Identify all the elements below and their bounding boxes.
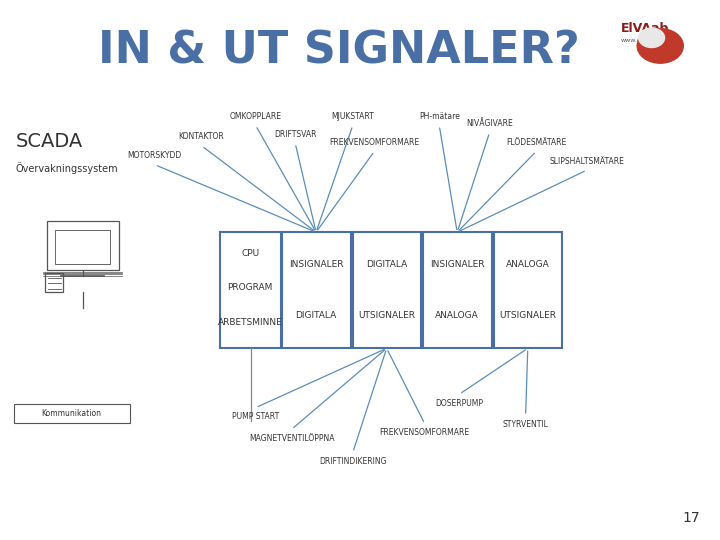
Text: MOTORSKYDD: MOTORSKYDD	[127, 151, 182, 160]
Text: DOSERPUMP: DOSERPUMP	[436, 399, 483, 408]
Text: Övervakningssystem: Övervakningssystem	[16, 162, 119, 174]
Text: FREKVENSOMFORMARE: FREKVENSOMFORMARE	[379, 428, 470, 437]
FancyBboxPatch shape	[47, 221, 119, 271]
FancyBboxPatch shape	[282, 232, 351, 348]
Text: DIGITALA: DIGITALA	[366, 260, 408, 269]
Text: ARBETSMINNE: ARBETSMINNE	[218, 318, 282, 327]
Text: 17: 17	[683, 511, 700, 525]
Text: UTSIGNALER: UTSIGNALER	[499, 311, 557, 320]
FancyBboxPatch shape	[55, 230, 110, 265]
Text: KONTAKTOR: KONTAKTOR	[179, 132, 225, 141]
Text: CPU: CPU	[241, 248, 259, 258]
FancyBboxPatch shape	[220, 232, 281, 348]
Text: PROGRAM: PROGRAM	[228, 284, 273, 293]
Circle shape	[637, 29, 683, 63]
FancyBboxPatch shape	[423, 232, 492, 348]
Text: NIVÅGIVARE: NIVÅGIVARE	[467, 119, 513, 128]
Text: FLÖDESMÄTARE: FLÖDESMÄTARE	[506, 138, 567, 147]
Text: Kommunikation: Kommunikation	[42, 409, 102, 418]
Text: STYRVENTIL: STYRVENTIL	[503, 420, 549, 429]
FancyBboxPatch shape	[353, 232, 421, 348]
Text: PH-mätare: PH-mätare	[419, 112, 459, 121]
Text: www.elvaab.se: www.elvaab.se	[621, 38, 667, 43]
Text: ANALOGA: ANALOGA	[436, 311, 479, 320]
Text: SLIPSHALTSMÄTARE: SLIPSHALTSMÄTARE	[549, 157, 624, 166]
Circle shape	[639, 28, 665, 48]
FancyBboxPatch shape	[45, 273, 63, 292]
Text: SCADA: SCADA	[16, 132, 83, 151]
Text: IN & UT SIGNALER?: IN & UT SIGNALER?	[97, 30, 580, 73]
Text: MAGNETVENTILÖPPNA: MAGNETVENTILÖPPNA	[249, 434, 334, 443]
Text: INSIGNALER: INSIGNALER	[289, 260, 343, 269]
Text: OMKOPPLARE: OMKOPPLARE	[230, 112, 282, 121]
Text: FREKVENSOMFORMARE: FREKVENSOMFORMARE	[329, 138, 420, 147]
Text: ElVAab: ElVAab	[621, 22, 669, 35]
Text: DIGITALA: DIGITALA	[295, 311, 337, 320]
Text: ANALOGA: ANALOGA	[506, 260, 549, 269]
Text: INSIGNALER: INSIGNALER	[430, 260, 485, 269]
Text: PUMP START: PUMP START	[232, 412, 279, 421]
Text: UTSIGNALER: UTSIGNALER	[358, 311, 415, 320]
Text: MJUKSTART: MJUKSTART	[331, 112, 374, 121]
Text: DRIFTINDIKERING: DRIFTINDIKERING	[319, 457, 387, 466]
FancyBboxPatch shape	[14, 404, 130, 423]
FancyBboxPatch shape	[494, 232, 562, 348]
Text: DRIFTSVAR: DRIFTSVAR	[274, 130, 317, 139]
